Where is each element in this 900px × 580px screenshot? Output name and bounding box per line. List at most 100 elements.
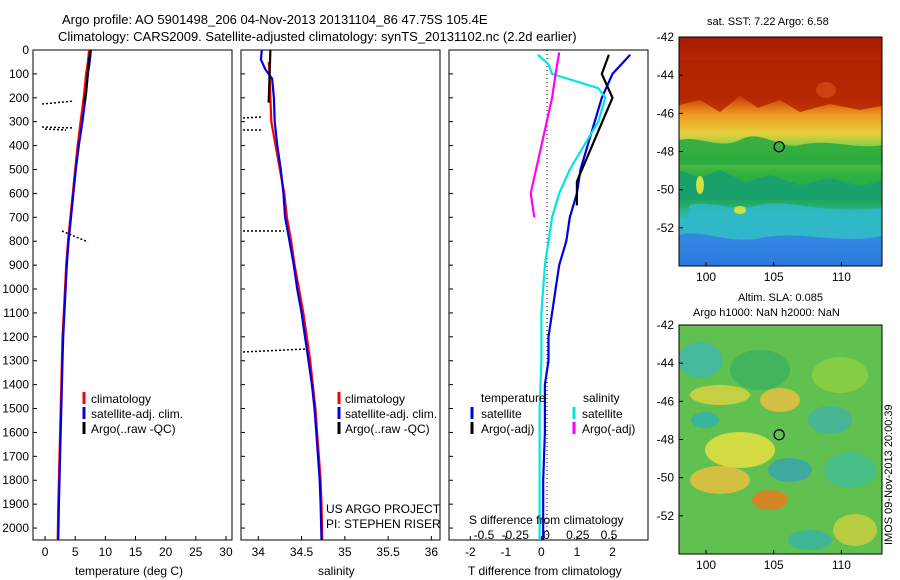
legend-salinity-satellite: satellite bbox=[582, 407, 623, 421]
map-y-tick-label: -46 bbox=[657, 394, 675, 408]
difference-panel: -2 -1 0 1 2 -0.5 -0.25 0 0.25 0.5 temperature sa… bbox=[448, 49, 649, 578]
sla-title: Altim. SLA: 0.085 bbox=[738, 292, 823, 304]
legend-temperature-heading: temperature bbox=[481, 391, 546, 405]
x-tick-label: 15 bbox=[129, 545, 143, 559]
x-tick-label: 2 bbox=[609, 545, 616, 559]
t-difference-label: T difference from climatology bbox=[468, 564, 622, 578]
map-y-tick-label: -44 bbox=[657, 356, 675, 370]
series-line bbox=[83, 49, 92, 103]
legend-salinity-argo: Argo(-adj) bbox=[582, 422, 635, 436]
map-x-tick-label: 110 bbox=[832, 558, 851, 572]
salinity-argo-dotted-marks bbox=[242, 116, 307, 353]
map-y-tick-label: -48 bbox=[657, 433, 675, 447]
depth-tick-label: 600 bbox=[9, 186, 29, 200]
sla-subtitle: Argo h1000: NaN h2000: NaN bbox=[693, 307, 840, 319]
depth-tick-label: 1700 bbox=[2, 449, 29, 463]
x-tick-label: 35.5 bbox=[376, 545, 400, 559]
depth-tick-label: 500 bbox=[9, 163, 29, 177]
temperature-legend: climatology satellite-adj. clim. Argo(..… bbox=[82, 392, 183, 436]
legend-temperature-argo: Argo(-adj) bbox=[481, 422, 534, 436]
depth-tick-label: 1000 bbox=[2, 282, 29, 296]
series-line bbox=[529, 52, 561, 218]
s-tick-label: -0.5 bbox=[474, 528, 495, 542]
x-tick-label: 10 bbox=[99, 545, 113, 559]
temperature-x-label: temperature (deg C) bbox=[75, 564, 183, 578]
series-line bbox=[267, 49, 272, 103]
map-y-tick-label: -46 bbox=[657, 106, 675, 120]
series-line bbox=[56, 49, 91, 541]
sst-argo-location-marker bbox=[773, 141, 785, 153]
map-x-tick-label: 105 bbox=[764, 270, 784, 284]
header-line-1: Argo profile: AO 5901498_206 04-Nov-2013… bbox=[62, 12, 488, 27]
s-tick-label: 0 bbox=[543, 528, 550, 542]
salinity-legend-argo: Argo(..raw -QC) bbox=[345, 422, 430, 436]
salinity-legend-climatology: climatology bbox=[345, 392, 405, 406]
salinity-x-axis: 34 34.5 35 35.5 36 bbox=[252, 536, 438, 559]
map-x-tick-label: 100 bbox=[696, 558, 716, 572]
depth-tick-label: 300 bbox=[9, 115, 29, 129]
map-x-tick-label: 110 bbox=[832, 270, 851, 284]
depth-tick-label: 1600 bbox=[2, 425, 29, 439]
difference-depth-ticks bbox=[449, 49, 453, 529]
legend-salinity-heading: salinity bbox=[583, 391, 620, 405]
temperature-panel: 0100200300400500600700800900100011001200… bbox=[2, 43, 233, 578]
depth-tick-label: 1100 bbox=[3, 306, 29, 320]
series-line bbox=[57, 49, 92, 541]
s-tick-label: 0.5 bbox=[601, 528, 618, 542]
difference-x-axis: -2 -1 0 1 2 bbox=[465, 536, 616, 559]
depth-tick-label: 2000 bbox=[2, 521, 29, 535]
x-tick-label: 20 bbox=[159, 545, 173, 559]
difference-series bbox=[529, 52, 632, 540]
map-y-tick-label: -48 bbox=[657, 145, 675, 159]
salinity-plot-frame bbox=[240, 49, 441, 541]
map-y-tick-label: -42 bbox=[657, 318, 675, 332]
temperature-plot-frame bbox=[32, 49, 233, 541]
temperature-series bbox=[56, 49, 92, 541]
depth-tick-label: 900 bbox=[9, 258, 29, 272]
salinity-legend: climatology satellite-adj. clim. Argo(..… bbox=[337, 392, 437, 436]
x-tick-label: 34.5 bbox=[290, 545, 314, 559]
map-x-tick-label: 105 bbox=[764, 558, 784, 572]
salinity-legend-satellite: satellite-adj. clim. bbox=[345, 407, 437, 421]
s-tick-label: 0.25 bbox=[566, 528, 590, 542]
map-x-tick-label: 100 bbox=[696, 270, 716, 284]
difference-s-axis: -0.5 -0.25 0 0.25 0.5 bbox=[474, 528, 618, 542]
legend-temperature-satellite: satellite bbox=[481, 407, 522, 421]
map-y-tick-label: -50 bbox=[657, 183, 675, 197]
series-line bbox=[575, 54, 614, 206]
depth-tick-label: 100 bbox=[9, 67, 29, 81]
pi-label: PI: STEPHEN RISER bbox=[326, 517, 441, 531]
temperature-x-axis: 0 5 10 15 20 25 30 bbox=[42, 536, 233, 559]
project-label: US ARGO PROJECT bbox=[326, 502, 441, 516]
series-line bbox=[259, 49, 323, 541]
imos-timestamp: IMOS 09-Nov-2013 20:00:39 bbox=[883, 404, 895, 545]
s-difference-label: S difference from climatology bbox=[469, 513, 624, 527]
x-tick-label: 1 bbox=[574, 545, 581, 559]
series-line bbox=[537, 53, 607, 540]
difference-plot-frame bbox=[448, 49, 649, 541]
depth-tick-label: 1500 bbox=[2, 402, 29, 416]
depth-axis: 0 100 200 300 400 500 600 700 800 900 1000 1100 1200… bbox=[2, 43, 37, 535]
map-y-tick-label: -44 bbox=[657, 68, 675, 82]
x-tick-label: 0 bbox=[42, 545, 49, 559]
salinity-depth-ticks bbox=[241, 49, 245, 529]
salinity-x-label: salinity bbox=[318, 564, 355, 578]
depth-tick-label: 0 bbox=[22, 43, 29, 57]
temperature-legend-argo: Argo(..raw -QC) bbox=[91, 422, 176, 436]
depth-tick-label: 800 bbox=[9, 234, 29, 248]
depth-tick-label: 1300 bbox=[2, 354, 29, 368]
sst-axes: 100 105 110 -42 -44 -46 -48 -50 -52 bbox=[657, 30, 852, 284]
depth-tick-label: 400 bbox=[9, 139, 29, 153]
sla-argo-location-marker bbox=[773, 429, 785, 441]
x-tick-label: 35 bbox=[338, 545, 352, 559]
s-tick-label: -0.25 bbox=[502, 528, 530, 542]
salinity-series bbox=[259, 49, 324, 541]
sla-map-panel: Altim. SLA: 0.085 Argo h1000: NaN h2000:… bbox=[657, 292, 883, 572]
x-tick-label: 0 bbox=[538, 545, 545, 559]
x-tick-label: 25 bbox=[189, 545, 203, 559]
temperature-argo-dotted-marks bbox=[41, 100, 89, 243]
x-tick-label: -2 bbox=[465, 545, 476, 559]
map-y-tick-label: -50 bbox=[657, 471, 675, 485]
header-line-2: Climatology: CARS2009. Satellite-adjuste… bbox=[58, 29, 577, 44]
